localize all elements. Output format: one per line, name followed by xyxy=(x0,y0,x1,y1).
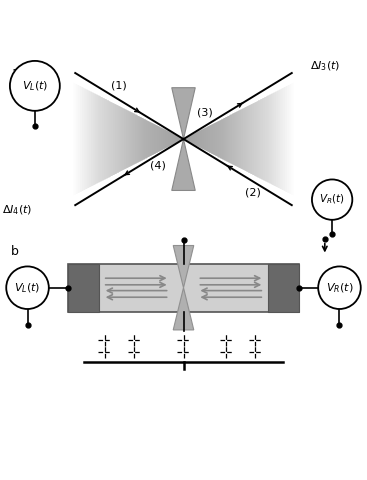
Text: a: a xyxy=(11,66,19,79)
Text: $V_{L}(t)$: $V_{L}(t)$ xyxy=(22,79,48,93)
Polygon shape xyxy=(172,139,195,191)
Text: $V_{R}(t)$: $V_{R}(t)$ xyxy=(319,193,345,206)
Polygon shape xyxy=(173,245,194,288)
Polygon shape xyxy=(173,288,194,330)
Circle shape xyxy=(318,266,361,309)
Text: b: b xyxy=(11,245,19,258)
Text: $V_{L}(t)$: $V_{L}(t)$ xyxy=(14,281,41,295)
Circle shape xyxy=(10,61,60,111)
Text: $\Delta I_3(t)$: $\Delta I_3(t)$ xyxy=(310,60,341,73)
Circle shape xyxy=(6,266,49,309)
Bar xyxy=(68,264,99,312)
Text: $V_{R}(t)$: $V_{R}(t)$ xyxy=(326,281,353,295)
Circle shape xyxy=(312,180,352,220)
Text: (2): (2) xyxy=(244,187,261,197)
Text: (4): (4) xyxy=(150,161,166,171)
Text: $\Delta I_4(t)$: $\Delta I_4(t)$ xyxy=(2,204,32,217)
Bar xyxy=(268,264,299,312)
Bar xyxy=(68,264,299,312)
Polygon shape xyxy=(172,88,195,139)
Text: (3): (3) xyxy=(197,108,212,118)
Text: (1): (1) xyxy=(112,81,127,91)
